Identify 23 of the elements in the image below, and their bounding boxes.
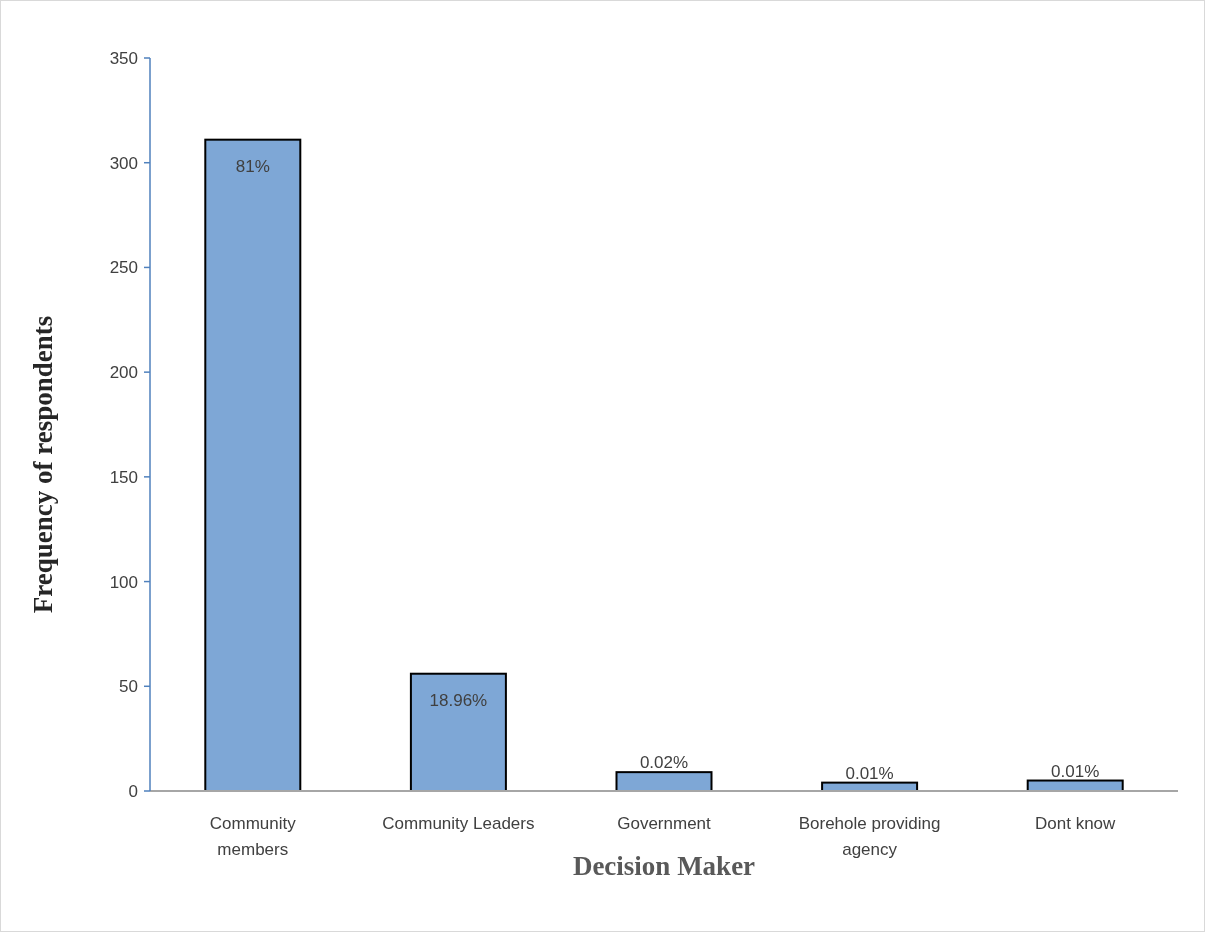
annotation: 0.01%	[845, 763, 894, 783]
bar	[204, 138, 302, 792]
y-tick-label: 150	[109, 467, 138, 487]
x-tick-label: Dont know	[1035, 814, 1117, 833]
y-tick-label: 50	[119, 677, 138, 697]
x-tick-label: Government	[617, 814, 712, 833]
y-tick-label: 350	[109, 48, 138, 68]
y-tick-label: 0	[128, 781, 138, 801]
x-axis-title: Decision Maker	[572, 851, 756, 881]
x-tick-label: Community Leaders	[382, 814, 535, 833]
annotation: 0.01%	[1051, 761, 1100, 781]
y-tick-label: 300	[109, 153, 138, 173]
x-tick-label: Community members	[209, 814, 297, 859]
bar	[615, 771, 713, 792]
x-tick-label: Borehole providing agency	[798, 814, 941, 859]
y-tick-label: 200	[109, 363, 138, 383]
bar	[409, 672, 507, 792]
annotation: 81%	[235, 156, 270, 176]
annotation: 18.96%	[429, 690, 488, 710]
y-axis-title: Frequency of respondents	[28, 315, 58, 614]
annotation: 0.02%	[639, 753, 689, 773]
y-tick-label: 100	[109, 572, 138, 592]
y-tick-label: 250	[109, 258, 138, 278]
